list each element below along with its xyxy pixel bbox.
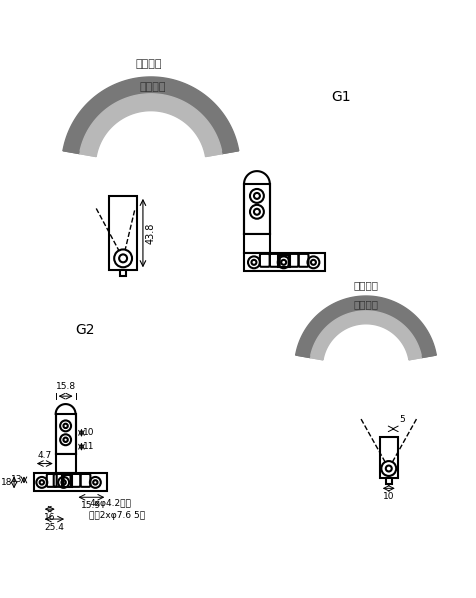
- Text: 15.9: 15.9: [81, 501, 101, 510]
- Bar: [244, 254, 325, 271]
- Bar: [109, 196, 137, 270]
- Circle shape: [254, 209, 260, 215]
- Polygon shape: [296, 346, 310, 358]
- Text: 4xφ4.2通孔: 4xφ4.2通孔: [89, 499, 131, 508]
- Circle shape: [36, 477, 47, 488]
- Polygon shape: [409, 348, 422, 360]
- Circle shape: [114, 249, 132, 267]
- Circle shape: [281, 260, 286, 265]
- Text: 10: 10: [383, 492, 395, 501]
- Circle shape: [248, 257, 260, 269]
- Circle shape: [40, 480, 44, 484]
- Text: 15.8: 15.8: [56, 382, 76, 391]
- Bar: [34, 474, 107, 492]
- Bar: [386, 478, 392, 484]
- Text: 11: 11: [83, 442, 95, 451]
- Circle shape: [93, 480, 98, 484]
- Bar: [278, 255, 289, 267]
- Bar: [244, 184, 270, 234]
- Text: 4.7: 4.7: [38, 450, 52, 460]
- Polygon shape: [296, 296, 436, 358]
- Circle shape: [63, 424, 68, 428]
- Text: 沉学2xφ7.6 5深: 沉学2xφ7.6 5深: [89, 511, 146, 520]
- Circle shape: [60, 434, 71, 446]
- Polygon shape: [79, 94, 222, 157]
- Polygon shape: [63, 77, 239, 154]
- Circle shape: [60, 420, 71, 431]
- Circle shape: [386, 465, 392, 471]
- Bar: [56, 454, 76, 474]
- Circle shape: [63, 438, 68, 442]
- Text: G1: G1: [331, 90, 351, 104]
- Circle shape: [311, 260, 316, 265]
- Bar: [380, 437, 397, 478]
- Polygon shape: [206, 141, 222, 157]
- Circle shape: [278, 257, 289, 269]
- Polygon shape: [422, 346, 436, 358]
- Polygon shape: [310, 348, 323, 360]
- Text: 向前旋转: 向前旋转: [139, 82, 166, 92]
- Circle shape: [61, 480, 66, 484]
- Text: 向前旋转: 向前旋转: [354, 299, 378, 309]
- Text: 43.8: 43.8: [146, 222, 156, 244]
- Polygon shape: [79, 141, 96, 157]
- Polygon shape: [310, 311, 422, 360]
- Text: G2: G2: [76, 323, 95, 337]
- Bar: [244, 234, 270, 254]
- Text: 25.4: 25.4: [45, 523, 65, 532]
- Text: 反向旋转: 反向旋转: [354, 280, 378, 290]
- Circle shape: [381, 461, 396, 476]
- Circle shape: [250, 205, 264, 219]
- Bar: [62, 475, 71, 487]
- Circle shape: [307, 257, 319, 269]
- Text: 16: 16: [44, 513, 56, 522]
- Circle shape: [251, 260, 257, 265]
- Text: 13: 13: [10, 475, 22, 484]
- Circle shape: [254, 193, 260, 199]
- Polygon shape: [63, 139, 79, 154]
- Polygon shape: [222, 139, 239, 154]
- Text: 5: 5: [399, 415, 405, 424]
- Circle shape: [90, 477, 101, 488]
- Circle shape: [119, 254, 127, 263]
- Text: 反向旋转: 反向旋转: [136, 59, 162, 69]
- Circle shape: [250, 189, 264, 203]
- Bar: [56, 414, 76, 454]
- Circle shape: [58, 477, 69, 488]
- Bar: [120, 270, 126, 276]
- Text: 10: 10: [83, 428, 95, 437]
- Text: 18: 18: [0, 478, 12, 487]
